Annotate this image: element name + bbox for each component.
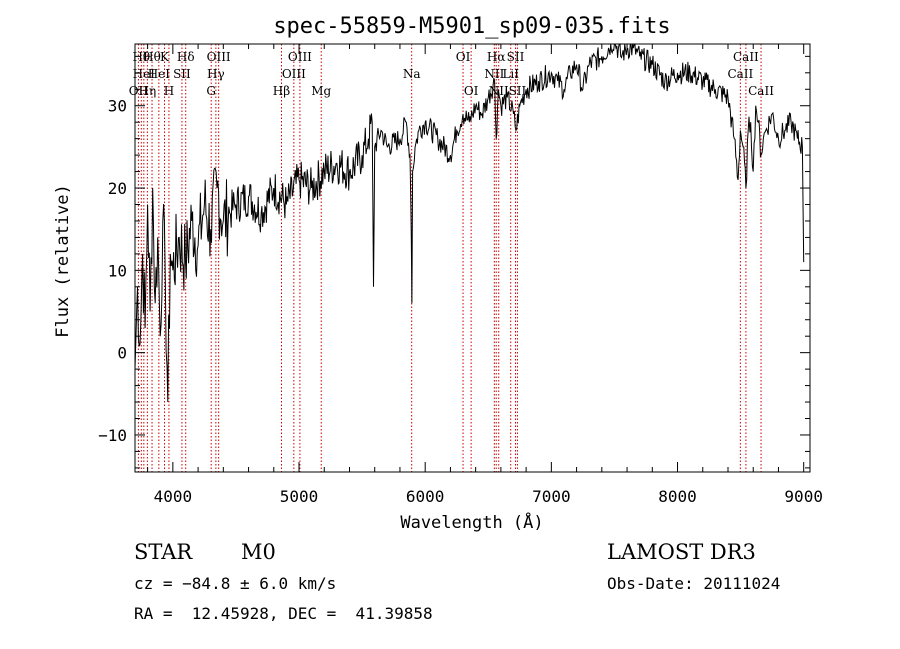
line-label-na: Na xyxy=(403,67,421,81)
object-subclass: M0 xyxy=(241,540,276,564)
line-label-oiii: OIII xyxy=(288,50,312,64)
line-label-h: H xyxy=(164,84,174,98)
line-label-hβ: Hβ xyxy=(273,84,290,98)
redshift-readout: cz = −84.8 ± 6.0 km/s xyxy=(134,574,337,593)
line-label-hθ: Hθ xyxy=(132,50,150,64)
line-label-oiii: OIII xyxy=(207,50,231,64)
y-tick-label: 0 xyxy=(117,344,127,363)
line-label-hγ: Hγ xyxy=(207,67,225,81)
line-label-hθ: Hθ xyxy=(143,50,161,64)
x-axis-ticks: 4000 5000 6000 7000 8000 9000 xyxy=(147,44,823,506)
object-class: STAR xyxy=(134,540,193,564)
spectrum-line xyxy=(134,43,805,403)
line-label-hα: Hα xyxy=(487,50,506,64)
x-tick-label: 7000 xyxy=(532,487,571,506)
x-tick-label: 4000 xyxy=(154,487,193,506)
line-label-k: K xyxy=(160,50,170,64)
line-label-lii: LiI xyxy=(502,67,519,81)
y-axis-ticks: −10 0 10 20 30 xyxy=(98,55,810,469)
line-label-caii: CaII xyxy=(727,67,753,81)
y-tick-label: 10 xyxy=(108,261,127,280)
x-axis-label: Wavelength (Å) xyxy=(400,511,543,533)
y-axis-label: Flux (relative) xyxy=(53,184,73,338)
line-label-hei: HeI xyxy=(148,67,171,81)
plot-frame xyxy=(134,43,811,473)
line-label-oi: OI xyxy=(456,50,471,64)
line-label-hδ: Hδ xyxy=(177,50,195,64)
spectral-line-markers xyxy=(137,44,762,472)
coordinates-readout: RA = 12.45928, DEC = 41.39858 xyxy=(134,604,433,623)
y-tick-label: 30 xyxy=(108,97,127,116)
line-label-oii: OII xyxy=(129,84,149,98)
x-tick-label: 8000 xyxy=(658,487,697,506)
obs-date: Obs-Date: 20111024 xyxy=(607,574,781,593)
x-tick-label: 5000 xyxy=(280,487,319,506)
line-label-caii: CaII xyxy=(748,84,774,98)
y-tick-label: 20 xyxy=(108,179,127,198)
line-label-sii: SII xyxy=(509,84,527,98)
line-label-hη: Hη xyxy=(139,84,157,98)
survey-name: LAMOST DR3 xyxy=(607,540,756,564)
line-label-oi: OI xyxy=(464,84,479,98)
line-label-sii: SII xyxy=(507,50,525,64)
line-label-hei: HeI xyxy=(133,67,156,81)
line-label-g: G xyxy=(206,84,216,98)
spectral-line-labels: OII Hθ HeI Hη Hθ HeI K H SII Hδ G Hγ OIII Hβ OIII OIII M… xyxy=(129,50,774,98)
x-tick-label: 6000 xyxy=(406,487,445,506)
y-tick-label: −10 xyxy=(98,426,127,445)
line-label-oiii: OIII xyxy=(282,67,306,81)
line-label-mg: Mg xyxy=(311,84,331,98)
line-label-caii: CaII xyxy=(733,50,759,64)
x-tick-label: 9000 xyxy=(784,487,823,506)
line-label-nii: NII xyxy=(484,67,504,81)
line-label-sii: SII xyxy=(173,67,191,81)
chart-title: spec-55859-M5901_sp09-035.fits xyxy=(273,14,670,39)
